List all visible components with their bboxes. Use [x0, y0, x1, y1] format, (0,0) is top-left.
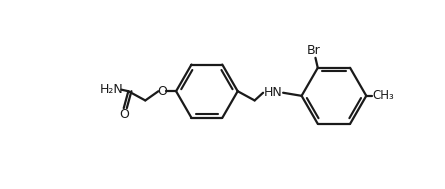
- Text: H₂N: H₂N: [100, 83, 123, 96]
- Text: Br: Br: [307, 44, 321, 57]
- Text: O: O: [157, 85, 167, 98]
- Text: CH₃: CH₃: [372, 89, 394, 102]
- Text: HN: HN: [264, 86, 283, 99]
- Text: O: O: [120, 108, 129, 121]
